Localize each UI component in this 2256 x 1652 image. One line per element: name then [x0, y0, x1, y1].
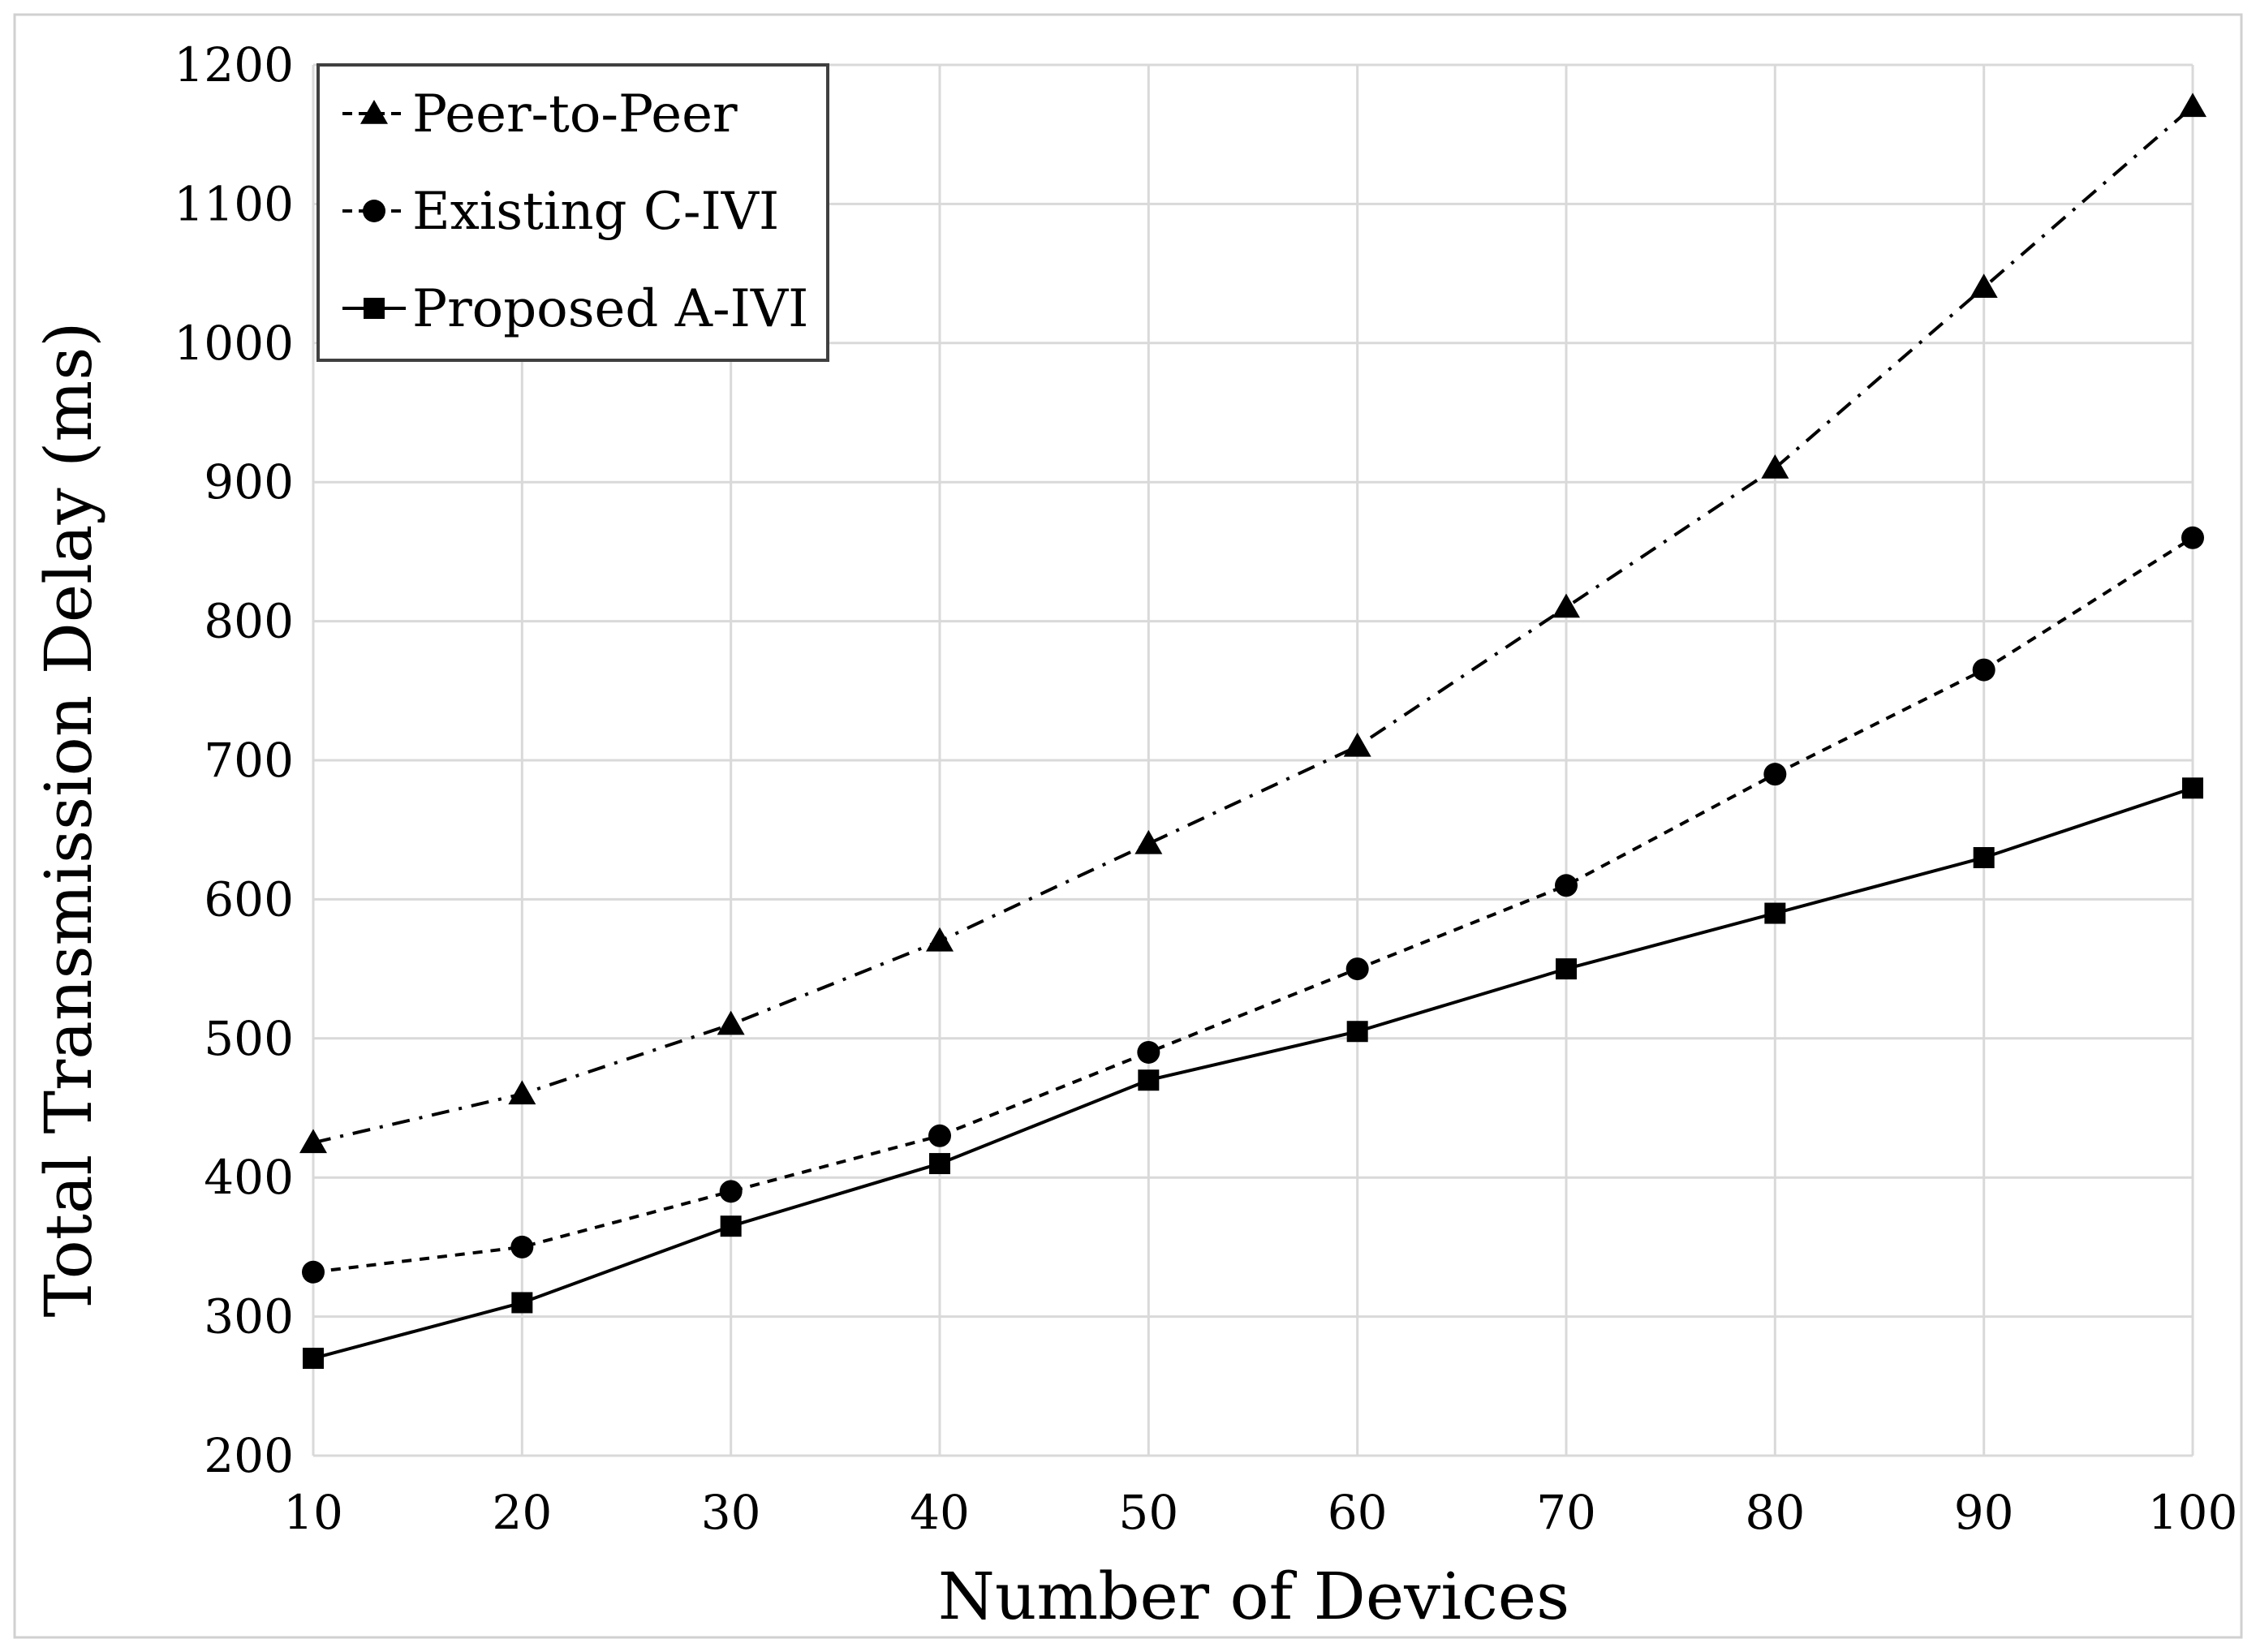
- y-tick-label: 900: [204, 454, 294, 510]
- x-tick-label: 20: [492, 1485, 552, 1540]
- data-point-proposed-a-ivi: [720, 1215, 742, 1237]
- y-tick-label: 1100: [174, 176, 294, 231]
- y-tick-label: 200: [204, 1428, 294, 1483]
- data-point-proposed-a-ivi: [2182, 777, 2203, 799]
- data-point-existing-c-ivi: [719, 1180, 743, 1203]
- data-point-existing-c-ivi: [1345, 957, 1369, 981]
- data-point-existing-c-ivi: [1763, 763, 1787, 786]
- x-axis-tick-labels: 10 20 30 40 50 60 70 80 90 100: [283, 1485, 2237, 1540]
- data-point-proposed-a-ivi: [929, 1153, 950, 1175]
- legend: Peer-to-Peer Existing C-IVI Proposed A-IVI: [316, 63, 829, 362]
- y-tick-label: 500: [204, 1011, 294, 1066]
- data-point-existing-c-ivi: [1555, 874, 1578, 897]
- data-point-existing-c-ivi: [1137, 1040, 1160, 1064]
- x-tick-label: 70: [1536, 1485, 1596, 1540]
- x-tick-label: 40: [910, 1485, 970, 1540]
- data-point-proposed-a-ivi: [1556, 958, 1577, 980]
- data-point-proposed-a-ivi: [1346, 1021, 1368, 1043]
- data-point-peer-to-peer: [1134, 829, 1163, 854]
- data-point-peer-to-peer: [1552, 593, 1580, 618]
- y-tick-label: 700: [204, 733, 294, 788]
- data-point-existing-c-ivi: [1972, 658, 1996, 682]
- data-point-peer-to-peer: [926, 927, 954, 952]
- legend-label-existing-c-ivi: Existing C-IVI: [412, 182, 779, 242]
- legend-marker-existing-c-ivi: [363, 200, 385, 222]
- data-point-peer-to-peer: [717, 1010, 745, 1035]
- y-tick-label: 1000: [174, 316, 294, 371]
- x-tick-label: 50: [1118, 1485, 1178, 1540]
- legend-item-existing-c-ivi: Existing C-IVI: [342, 182, 779, 242]
- legend-box: [316, 63, 829, 362]
- data-point-proposed-a-ivi: [1973, 846, 1995, 868]
- data-point-peer-to-peer: [299, 1129, 327, 1154]
- x-tick-label: 30: [701, 1485, 761, 1540]
- data-point-proposed-a-ivi: [1138, 1069, 1160, 1091]
- series-existing-c-ivi: [302, 526, 2204, 1284]
- data-point-proposed-a-ivi: [1764, 902, 1786, 924]
- data-point-proposed-a-ivi: [511, 1292, 533, 1314]
- y-axis-tick-labels: 200 300 400 500 600 700 800 900 1000 1100 1200: [174, 37, 294, 1483]
- data-point-existing-c-ivi: [2181, 526, 2204, 549]
- x-tick-label: 80: [1745, 1485, 1805, 1540]
- data-point-peer-to-peer: [1970, 273, 1998, 298]
- x-axis-title: Number of Devices: [938, 1559, 1569, 1634]
- y-tick-label: 1200: [174, 37, 294, 92]
- data-point-peer-to-peer: [2179, 92, 2206, 118]
- x-tick-label: 100: [2148, 1485, 2238, 1540]
- x-tick-label: 10: [283, 1485, 343, 1540]
- data-point-proposed-a-ivi: [303, 1348, 324, 1370]
- legend-marker-proposed-a-ivi: [364, 298, 385, 319]
- y-tick-label: 400: [204, 1150, 294, 1205]
- legend-label-proposed-a-ivi: Proposed A-IVI: [412, 279, 808, 339]
- legend-label-peer-to-peer: Peer-to-Peer: [412, 84, 738, 144]
- data-point-existing-c-ivi: [928, 1124, 951, 1147]
- legend-item-peer-to-peer: Peer-to-Peer: [342, 84, 738, 144]
- series-line-peer-to-peer: [312, 105, 2194, 1145]
- data-point-peer-to-peer: [508, 1080, 536, 1105]
- series-line-proposed-a-ivi: [312, 786, 2194, 1360]
- data-point-existing-c-ivi: [302, 1260, 325, 1284]
- y-axis-title: Total Transmission Delay (ms): [31, 321, 106, 1317]
- legend-marker-peer-to-peer: [360, 100, 388, 124]
- y-tick-label: 600: [204, 871, 294, 927]
- data-point-peer-to-peer: [1761, 454, 1789, 479]
- data-point-existing-c-ivi: [510, 1235, 534, 1258]
- series-proposed-a-ivi: [303, 777, 2203, 1370]
- y-tick-label: 800: [204, 594, 294, 649]
- series-layer: [299, 92, 2206, 1370]
- legend-item-proposed-a-ivi: Proposed A-IVI: [342, 279, 808, 339]
- x-tick-label: 90: [1954, 1485, 2014, 1540]
- y-tick-label: 300: [204, 1289, 294, 1344]
- x-tick-label: 60: [1328, 1485, 1388, 1540]
- data-point-peer-to-peer: [1343, 732, 1371, 757]
- series-peer-to-peer: [299, 92, 2206, 1154]
